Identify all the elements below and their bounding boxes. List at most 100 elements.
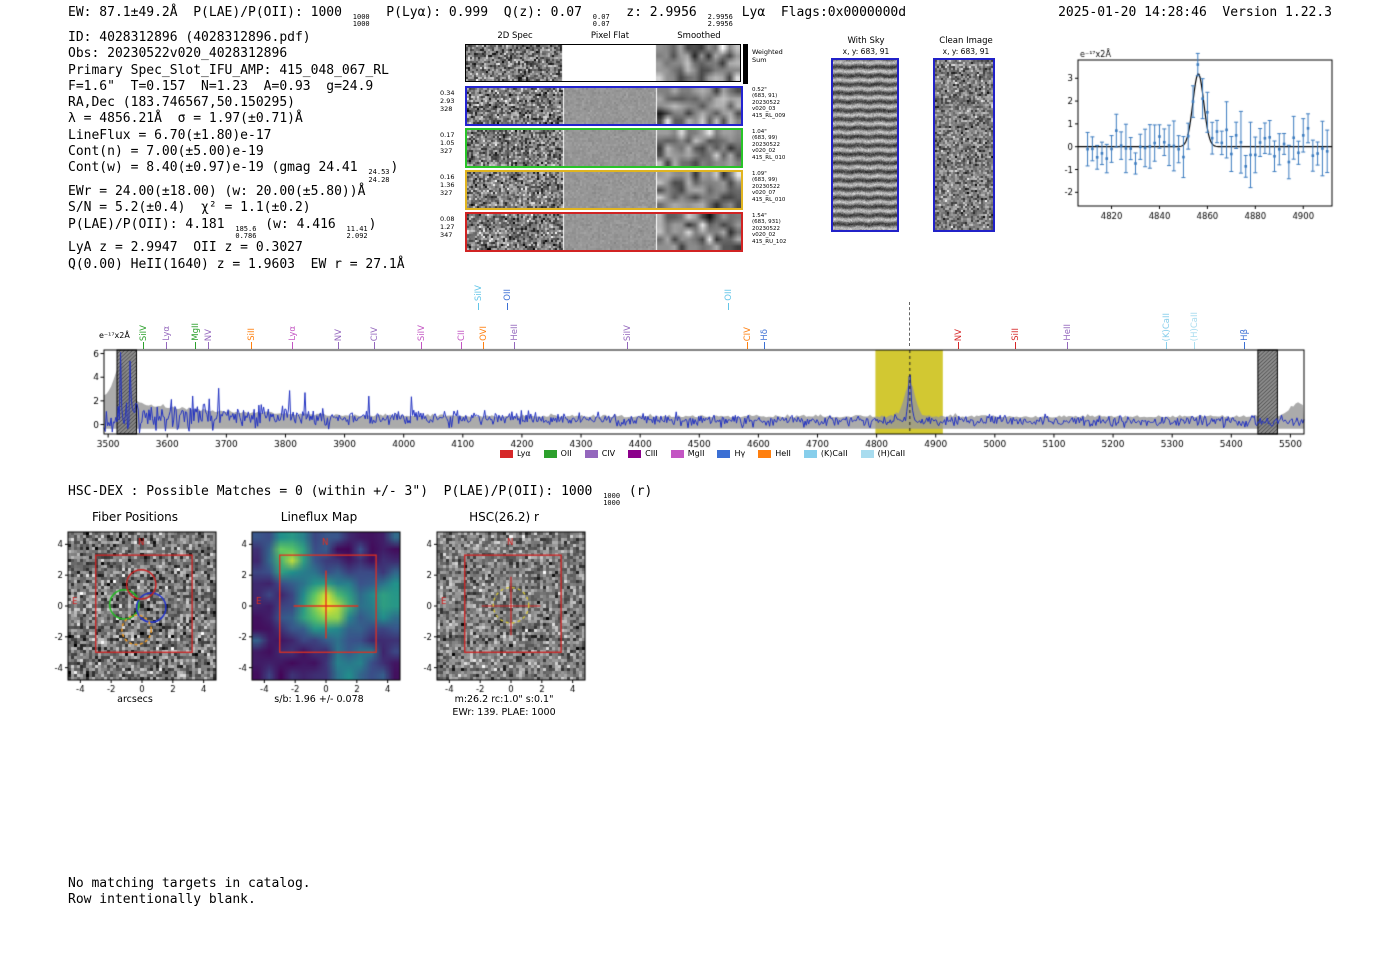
twod-row-image (467, 214, 741, 250)
legend-color-chip (584, 449, 598, 458)
twod-row (465, 128, 743, 168)
twod-row (465, 86, 743, 126)
hscdex-matches: HSC-DEX : Possible Matches = 0 (within +… (68, 484, 653, 508)
info-seeing: F=1.6" T=0.157 N=1.23 A=0.93 g=24.9 (68, 78, 374, 94)
fiber-id-text: 1.54" (752, 213, 767, 219)
legend-label: (K)CaII (820, 449, 848, 458)
weighted-sum-text: Sum (752, 55, 767, 64)
z-text: z: 2.9956 (610, 5, 705, 20)
fiber-id-text: 20230522 (752, 183, 780, 190)
legend-item: CIII (628, 449, 658, 458)
info-redshifts: LyA z = 2.9947 OII z = 0.3027 (68, 240, 303, 256)
fiber-weight-value: 2.93 (440, 97, 455, 105)
fiber-weight-value: 327 (440, 147, 453, 155)
col-header-smoothed: Smoothed (677, 31, 721, 41)
fiber-row-weights: 0.17 1.05 327 (440, 131, 454, 155)
legend-item: Hγ (717, 449, 745, 458)
weighted-sum-label: Weighted Sum (752, 48, 783, 64)
legend-label: Lyα (516, 449, 531, 458)
twod-row-image (467, 172, 741, 208)
emission-line-label: CIV (370, 326, 380, 341)
emission-line-label: OVI (479, 326, 489, 341)
fiber-weight-value: 1.36 (440, 181, 455, 189)
emission-line-tick (507, 303, 508, 310)
legend-color-chip (717, 449, 731, 458)
fiber-id-text: 415_RL_009 (752, 112, 786, 119)
fiber-id-text: 1.04" (752, 129, 767, 135)
info-plae-poii: P(LAE)/P(OII): 4.181 185.6 0.786 (w: 4.41… (68, 216, 377, 240)
fiber-row-weights: 0.16 1.36 327 (440, 173, 454, 197)
info-obs: Obs: 20230522v020_4028312896 (68, 46, 288, 62)
datetime-version: 2025-01-20 14:28:46 Version 1.22.3 (1058, 5, 1332, 20)
emission-line-label: CII (457, 330, 467, 341)
legend-color-chip (758, 449, 772, 458)
twod-row (465, 170, 743, 210)
clean-panel (933, 58, 995, 232)
hsc-r-plot (413, 526, 595, 698)
fiber-weight-value: 0.17 (440, 131, 455, 139)
fiber-row-id: 1.09" (683, 99) 20230522 v020_07 415_RL_010 (752, 171, 785, 203)
info-q-heii: Q(0.00) HeII(1640) z = 1.9603 EW r = 27.… (68, 256, 405, 272)
fiber-id-text: v020_03 (752, 106, 776, 113)
weighted-sum-text: Weighted (752, 48, 783, 56)
legend-color-chip (499, 449, 513, 458)
legend-label: MgII (687, 449, 705, 458)
twod-row-image (466, 45, 740, 81)
emission-line-label: OII (724, 289, 734, 301)
fiber-xlabel: arcsecs (117, 694, 153, 705)
hscdex-plae-range: 1000 1000 (603, 492, 621, 508)
full-spectrum-plot (90, 342, 1325, 454)
legend-item: (K)CaII (803, 449, 848, 458)
legend-item: HeII (758, 449, 791, 458)
fiber-weight-value: 328 (440, 105, 453, 113)
fiber-id-text: v020_07 (752, 190, 776, 197)
legend-label: CIV (601, 449, 616, 458)
fiber-id-text: (683, 931) (752, 219, 781, 226)
fiber-id-text: 20230522 (752, 99, 780, 106)
emission-line-label: Hδ (760, 329, 770, 341)
fiber-id-text: 20230522 (752, 225, 780, 232)
fiber-weight-value: 0.34 (440, 89, 455, 97)
fiber-row-id: 1.54" (683, 931) 20230522 v020_02 415_RU_102 (752, 213, 786, 245)
info-radec: RA,Dec (183.746567,50.150295) (68, 95, 295, 111)
fiber-row-id: 0.52" (683, 91) 20230522 v020_03 415_RL_009 (752, 87, 785, 119)
legend-item: MgII (670, 449, 705, 458)
emission-line-label: Lyα (162, 326, 172, 341)
fiber-id-text: (683, 91) (752, 93, 778, 100)
withsky-title: With Sky (847, 36, 885, 46)
fiber-weight-value: 1.05 (440, 139, 455, 147)
fiber-id-text: 415_RU_102 (752, 238, 787, 245)
qz-range: 0.07 0.07 (592, 13, 610, 29)
line-fit-plot (1040, 48, 1340, 236)
info-lineflux: LineFlux = 6.70(±1.80)e-17 (68, 127, 272, 143)
emission-line-tick (728, 303, 729, 310)
fiber-id-text: (683, 99) (752, 177, 778, 184)
legend-label: OII (560, 449, 572, 458)
hsc-caption-2: EWr: 139. PLAE: 1000 (452, 707, 556, 718)
ew-text: EW: 87.1±49.2Å (68, 5, 194, 20)
legend-item: (H)CaII (860, 449, 906, 458)
info-primary-spec: Primary Spec_Slot_IFU_AMP: 415_048_067_R… (68, 62, 389, 78)
legend-label: HeII (775, 449, 791, 458)
fiber-row-weights: 0.08 1.27 347 (440, 215, 454, 239)
twod-row (465, 212, 743, 252)
spectrum-unit-label: e⁻¹⁷x2Å (99, 331, 130, 340)
info-wavelength: λ = 4856.21Å σ = 1.97(±0.71)Å (68, 111, 303, 127)
lineflux-map-plot (228, 526, 410, 698)
fiber-row-weights: 0.34 2.93 328 (440, 89, 454, 113)
legend-label: (H)CaII (877, 449, 906, 458)
legend-color-chip (803, 449, 817, 458)
legend-color-chip (670, 449, 684, 458)
fiber-positions-title: Fiber Positions (91, 510, 179, 524)
emission-line-label: SiIV (623, 324, 633, 341)
legend-item: OII (543, 449, 572, 458)
z-range: 2.9956 2.9956 (707, 13, 733, 29)
lineflux-caption: s/b: 1.96 +/- 0.078 (274, 694, 364, 705)
plae-range-1: 185.6 0.786 (235, 224, 257, 240)
plae-poii-text: P(LAE)/P(OII): 1000 (193, 5, 350, 20)
fiber-positions-plot (44, 526, 226, 698)
detection-wavelength-line (909, 302, 910, 346)
emission-line-label: SiIV (474, 284, 484, 301)
fiber-id-text: 0.52" (752, 87, 767, 93)
